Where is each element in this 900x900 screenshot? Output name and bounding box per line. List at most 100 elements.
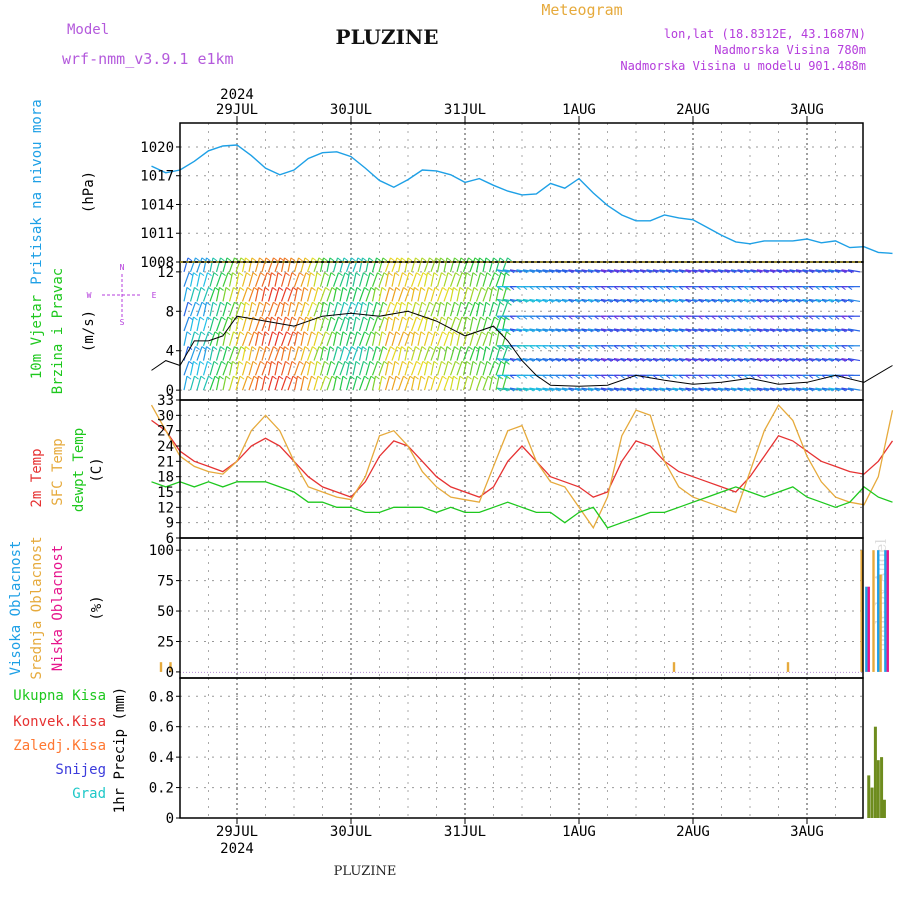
wind-barb-flag bbox=[587, 387, 593, 392]
wind-barb-flag bbox=[756, 269, 762, 274]
wind-barb bbox=[495, 361, 502, 376]
wind-barb bbox=[300, 361, 307, 376]
wind-barb-flag bbox=[286, 331, 291, 336]
wind-barb bbox=[639, 269, 653, 273]
tick-labels: 1008101110141017102004812691215182124273… bbox=[140, 116, 808, 827]
wind-barb-flag bbox=[395, 375, 401, 380]
wind-barb-flag bbox=[370, 375, 376, 380]
day-labels-top: 29JUL 30JUL 31JUL 1AUG 2AUG 3AUG bbox=[216, 102, 824, 118]
wind-barb-flag bbox=[841, 299, 846, 303]
wind-barb-flag bbox=[704, 345, 710, 350]
wind-barb-flag bbox=[678, 286, 684, 291]
wind-barb bbox=[384, 375, 391, 391]
wind-barb bbox=[488, 287, 494, 302]
wind-barb bbox=[594, 387, 607, 391]
wind-barb bbox=[456, 257, 462, 273]
wind-barb bbox=[620, 298, 633, 303]
pressure-unit: (hPa) bbox=[81, 171, 97, 213]
wind-barb-flag bbox=[542, 315, 547, 320]
wind-barb-flag bbox=[685, 358, 690, 362]
model-elevation-text: Nadmorska Visina u modelu 901.488m bbox=[620, 59, 866, 73]
wind-barb-flag bbox=[251, 301, 257, 306]
wind-barb-flag bbox=[500, 360, 506, 365]
wind-barb bbox=[652, 387, 666, 391]
wind-barb bbox=[607, 328, 620, 332]
wind-barb-flag bbox=[446, 301, 452, 306]
wind-barb bbox=[488, 272, 496, 287]
wind-barb-flag bbox=[652, 315, 658, 320]
wind-barb bbox=[261, 272, 268, 287]
wind-barb bbox=[724, 357, 737, 362]
wind-barb-flag bbox=[264, 375, 270, 380]
wind-barb-flag bbox=[769, 286, 775, 291]
wind-barb-flag bbox=[376, 346, 381, 350]
wind-barb-flag bbox=[607, 299, 612, 303]
wind-barb-flag bbox=[240, 346, 246, 350]
wind-barb-flag bbox=[357, 257, 363, 262]
wind-barb bbox=[222, 287, 227, 302]
wind-barb bbox=[802, 298, 815, 303]
wind-barb-flag bbox=[492, 287, 497, 291]
wind-barb-flag bbox=[639, 269, 645, 274]
wind-barb bbox=[430, 346, 437, 361]
wind-barb-flag bbox=[342, 287, 348, 291]
wind-barb bbox=[235, 287, 241, 302]
wind-barb bbox=[326, 287, 333, 302]
wind-barb-flag bbox=[370, 287, 376, 291]
wind-barb bbox=[209, 375, 216, 391]
wind-barb-flag bbox=[466, 272, 471, 277]
wind-barb-flag bbox=[555, 269, 560, 274]
wind-barb-flag bbox=[311, 287, 316, 291]
wind-barb-flag bbox=[847, 286, 853, 291]
wind-barb-flag bbox=[763, 269, 768, 274]
wind-barb-flag bbox=[730, 269, 736, 274]
wind-barb bbox=[685, 269, 698, 273]
wind-barb-flag bbox=[336, 331, 341, 336]
wind-barb-flag bbox=[200, 375, 206, 380]
y-tick-label: 24 bbox=[157, 439, 174, 455]
wind-barb-flag bbox=[691, 269, 697, 274]
wind-barb bbox=[542, 269, 555, 273]
wind-barb bbox=[555, 328, 568, 332]
wind-barb bbox=[287, 257, 292, 272]
wind-barb bbox=[633, 387, 646, 391]
wind-barb-flag bbox=[782, 387, 788, 392]
wind-barb-flag bbox=[402, 272, 407, 277]
wind-barb bbox=[841, 328, 854, 332]
wind-barb-flag bbox=[325, 331, 330, 336]
wind-barb-flag bbox=[388, 316, 393, 321]
wind-barb-flag bbox=[698, 345, 703, 350]
wind-barb-flag bbox=[613, 269, 619, 274]
wind-barb bbox=[522, 269, 536, 273]
wind-barb bbox=[522, 357, 536, 362]
wind-barb-flag bbox=[271, 316, 276, 321]
wind-barb-flag bbox=[394, 360, 400, 365]
wind-barb-flag bbox=[318, 257, 324, 262]
wind-barb-flag bbox=[284, 301, 289, 306]
cloud-mid-label: Srednja Oblacnost bbox=[29, 536, 45, 679]
wind-barb bbox=[763, 298, 776, 303]
wind-barb bbox=[254, 376, 260, 391]
wind-barb-flag bbox=[594, 328, 599, 333]
wind-barb-flag bbox=[409, 375, 415, 380]
wind-barb-flag bbox=[652, 328, 658, 333]
wind-barb bbox=[404, 272, 410, 287]
wind-barb-flag bbox=[343, 301, 349, 306]
wind-barb-flag bbox=[344, 272, 350, 277]
wind-barb-flag bbox=[207, 272, 212, 277]
wind-barb bbox=[196, 272, 201, 287]
wind-barb bbox=[183, 302, 189, 317]
wind-barb bbox=[345, 375, 352, 391]
wind-barb bbox=[196, 331, 202, 346]
wind-barb-flag bbox=[453, 287, 458, 291]
wind-barb-flag bbox=[522, 315, 528, 320]
wind-barb-flag bbox=[795, 299, 801, 303]
wind-barb bbox=[228, 257, 236, 273]
precip-unit: (mm) bbox=[112, 687, 128, 721]
wind-barb-flag bbox=[434, 331, 440, 336]
wind-barb bbox=[274, 302, 281, 317]
wind-barb bbox=[274, 346, 281, 361]
wind-barb-flag bbox=[201, 346, 207, 350]
wind-barb bbox=[678, 387, 692, 391]
model-label: Model bbox=[67, 22, 109, 38]
